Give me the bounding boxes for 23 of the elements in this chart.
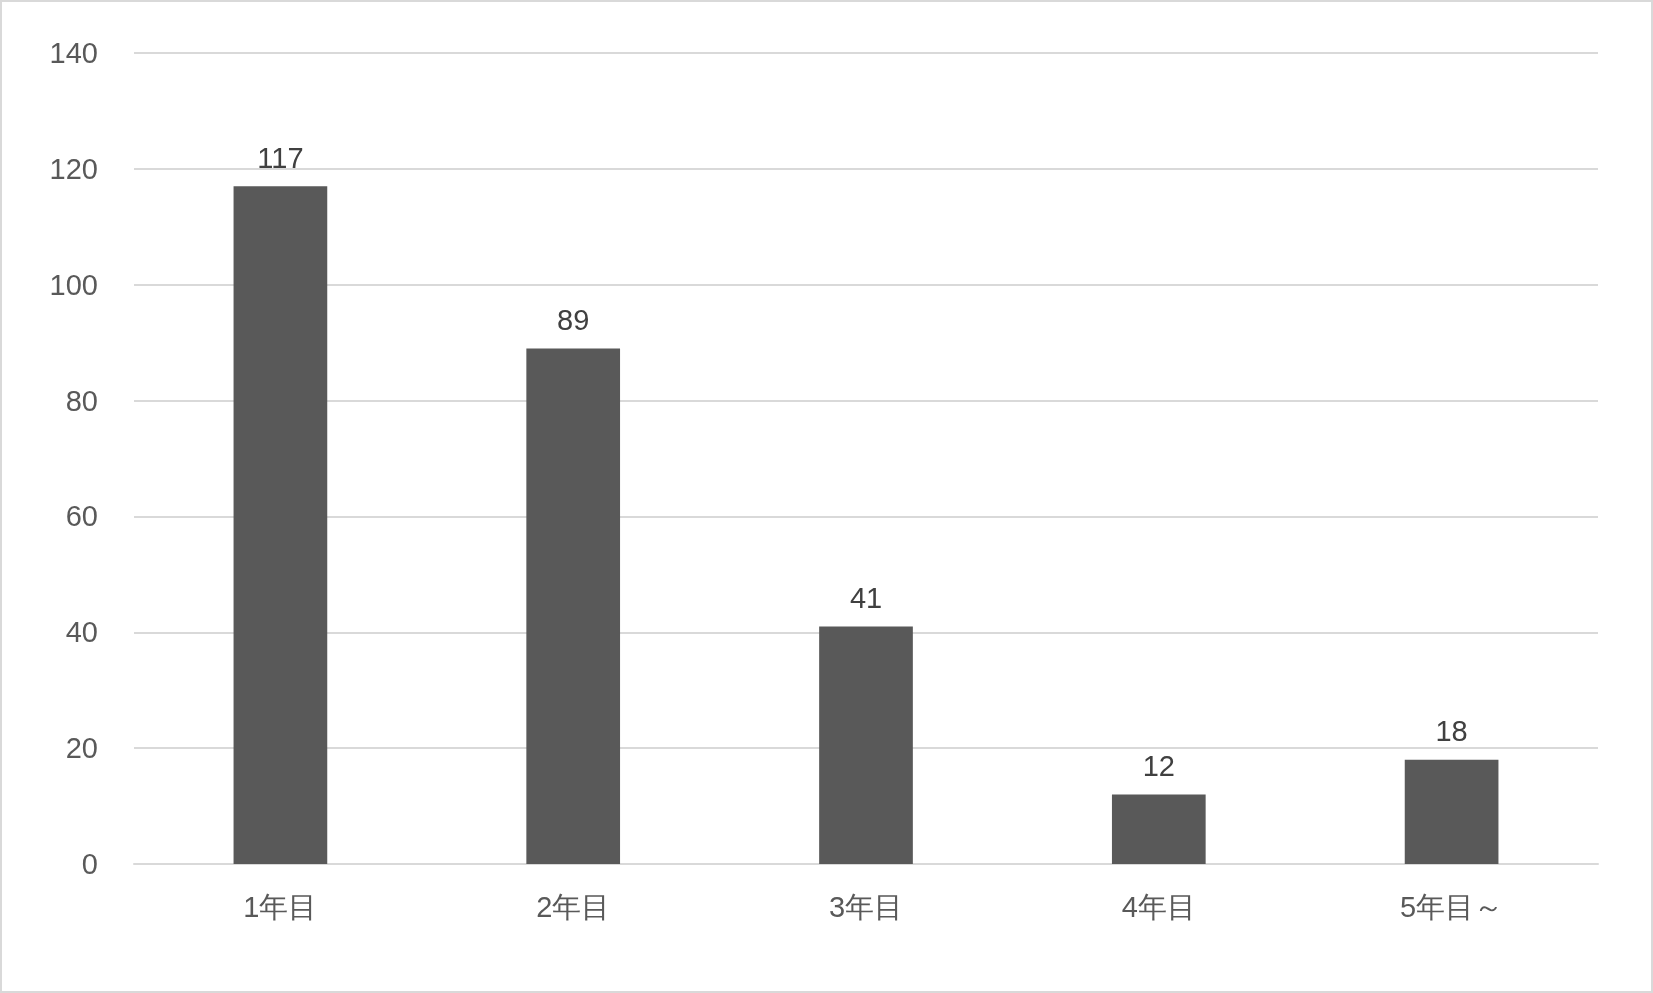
x-tick-label: 2年目 — [536, 890, 611, 923]
data-label: 89 — [557, 303, 590, 336]
bar — [233, 186, 328, 864]
y-tick-label: 100 — [49, 268, 98, 301]
data-label: 12 — [1142, 749, 1175, 782]
y-tick-label: 40 — [65, 616, 98, 649]
bar — [1404, 759, 1499, 864]
x-tick-label: 3年目 — [828, 890, 904, 923]
y-tick-label: 140 — [49, 37, 98, 69]
x-tick-label: 5年目～ — [1400, 890, 1504, 923]
y-tick-label: 0 — [81, 848, 98, 880]
bar — [819, 626, 913, 864]
y-tick-label: 20 — [65, 732, 98, 765]
data-label: 41 — [849, 581, 883, 614]
bar — [1111, 794, 1206, 864]
y-tick-label: 60 — [65, 500, 98, 533]
data-label: 117 — [257, 141, 304, 174]
y-tick-label: 80 — [65, 384, 98, 417]
bar — [526, 348, 621, 864]
x-tick-label: 4年目 — [1121, 890, 1196, 923]
data-label: 18 — [1435, 715, 1468, 748]
x-tick-label: 1年目 — [243, 890, 318, 923]
y-tick-label: 120 — [49, 152, 98, 185]
